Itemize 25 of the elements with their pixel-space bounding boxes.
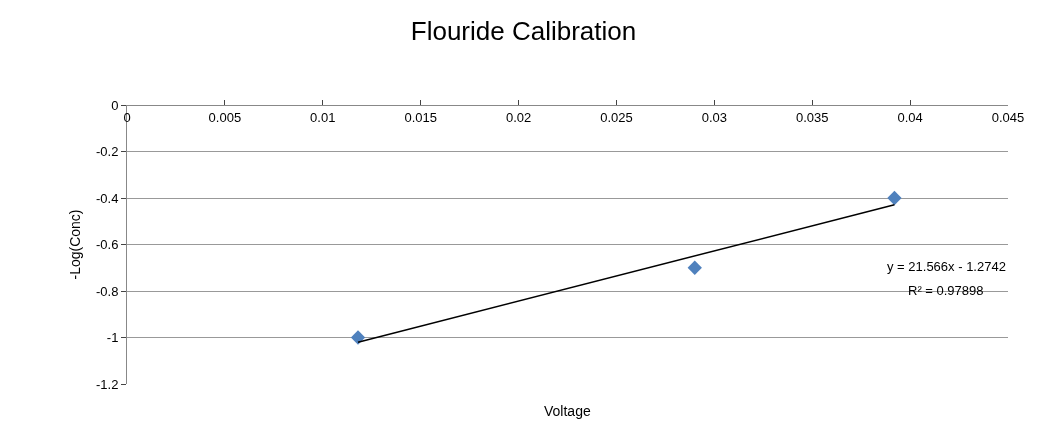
- point: [350, 330, 366, 345]
- x-tick-label: 0.025: [600, 109, 633, 125]
- x-tick-label: 0.04: [897, 109, 923, 125]
- x-tick-label: 0.005: [208, 109, 242, 125]
- x-axis-title: Voltage: [544, 403, 591, 419]
- point: [887, 190, 902, 206]
- x-tick-label: 0.045: [991, 109, 1025, 125]
- y-tick-label: -0.6: [95, 237, 119, 253]
- y-tick-label: -0.8: [95, 283, 119, 299]
- x-tick-label: 0: [123, 109, 131, 125]
- y-tick-label: -1: [106, 330, 119, 346]
- x-tick-label: 0.02: [505, 109, 532, 125]
- x-tick-label: 0.015: [404, 109, 437, 125]
- x-tick-label: 0.035: [795, 109, 829, 125]
- x-tick-label: 0.01: [310, 109, 336, 125]
- x-tick-label: 0.03: [701, 109, 727, 125]
- y-tick-label: -0.2: [95, 144, 119, 160]
- y-tick-label: 0: [111, 97, 119, 113]
- annotation: y = 21.566x - 1.2742: [887, 259, 1006, 274]
- y-tick-label: -1.2: [95, 376, 119, 392]
- chart-title: Flouride Calibration: [410, 16, 637, 47]
- point: [687, 260, 702, 275]
- y-tick-label: -0.4: [95, 190, 119, 206]
- y-axis-title: -Log(Conc): [66, 209, 83, 280]
- annotation: R² = 0.97898: [908, 283, 984, 298]
